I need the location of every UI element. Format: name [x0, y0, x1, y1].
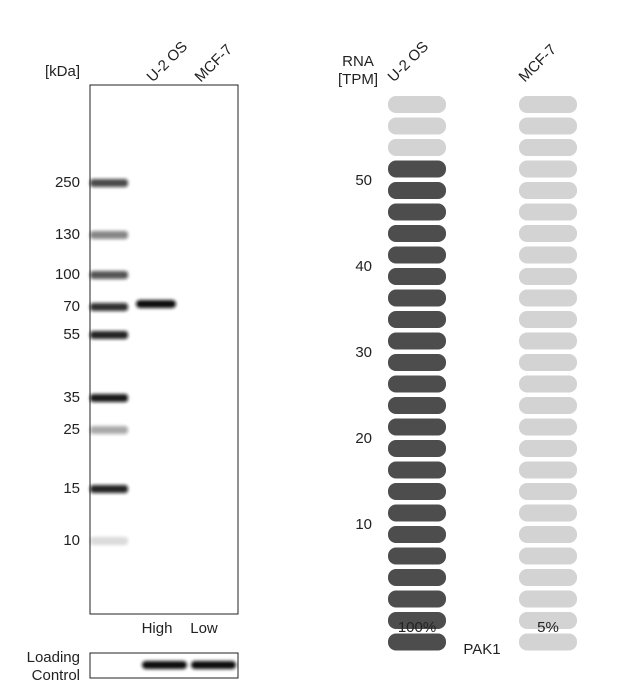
blot-frame: [89, 84, 239, 615]
marker-band: [90, 537, 128, 545]
rna-axis-label: [TPM]: [338, 71, 378, 88]
rna-pill: [519, 633, 577, 651]
gene-label: PAK1: [463, 641, 500, 658]
sample-band: [136, 300, 176, 308]
marker-band: [90, 179, 128, 187]
loading-label: Loading: [27, 649, 80, 666]
rna-pill: [519, 504, 577, 522]
rna-pill: [388, 225, 446, 242]
rna-tick-label: 30: [355, 344, 372, 361]
rna-pill: [388, 139, 446, 156]
marker-label: 15: [63, 480, 80, 497]
rna-pill: [519, 547, 577, 565]
rna-pill: [519, 397, 577, 414]
lane-label: U-2 OS: [144, 38, 191, 85]
rna-pill: [519, 354, 577, 371]
rna-pill: [388, 375, 446, 393]
marker-label: 10: [63, 532, 80, 549]
rna-pill: [388, 547, 446, 565]
rna-pill: [388, 504, 446, 522]
rna-axis-label: RNA: [342, 53, 374, 70]
rna-pill: [519, 203, 577, 221]
rna-pill: [388, 246, 446, 264]
rna-pill: [519, 483, 577, 500]
rna-pill: [388, 354, 446, 371]
rna-pill: [388, 96, 446, 113]
rna-pill: [388, 268, 446, 285]
rna-pill: [519, 375, 577, 393]
marker-label: 130: [55, 226, 80, 243]
rna-pill: [519, 117, 577, 135]
rna-pill: [388, 289, 446, 307]
rna-tick-label: 40: [355, 258, 372, 275]
loading-band: [142, 661, 187, 669]
rna-pill: [388, 418, 446, 436]
level-label: Low: [190, 620, 218, 637]
marker-band: [90, 271, 128, 279]
marker-band: [90, 303, 128, 311]
marker-label: 250: [55, 174, 80, 191]
lane-label: MCF-7: [192, 41, 236, 85]
rna-pill: [388, 203, 446, 221]
rna-pill: [388, 590, 446, 608]
rna-pill: [519, 332, 577, 350]
rna-pill: [519, 461, 577, 479]
rna-tick-label: 20: [355, 430, 372, 447]
rna-pill: [519, 289, 577, 307]
rna-percent: 5%: [537, 619, 559, 636]
rna-pill: [388, 332, 446, 350]
marker-label: 35: [63, 389, 80, 406]
rna-pill: [519, 590, 577, 608]
rna-pill: [388, 569, 446, 586]
rna-pill: [519, 569, 577, 586]
marker-band: [90, 426, 128, 434]
rna-pill: [388, 440, 446, 457]
rna-pill: [519, 246, 577, 264]
rna-pill: [388, 526, 446, 543]
marker-label: 100: [55, 266, 80, 283]
rna-lane-label: MCF-7: [516, 41, 560, 85]
rna-pill: [519, 418, 577, 436]
loading-band: [191, 661, 236, 669]
rna-pill: [519, 311, 577, 328]
rna-pill: [388, 117, 446, 135]
marker-band: [90, 394, 128, 402]
rna-pill: [388, 483, 446, 500]
rna-pill: [519, 160, 577, 178]
rna-pill: [388, 633, 446, 651]
rna-pill: [519, 440, 577, 457]
rna-pill: [388, 461, 446, 479]
marker-label: 70: [63, 298, 80, 315]
marker-band: [90, 231, 128, 239]
rna-pill: [519, 268, 577, 285]
rna-tick-label: 50: [355, 172, 372, 189]
rna-pill: [388, 182, 446, 199]
unit-label: [kDa]: [45, 63, 80, 80]
marker-band: [90, 485, 128, 493]
rna-pill: [519, 526, 577, 543]
rna-percent: 100%: [398, 619, 436, 636]
marker-label: 25: [63, 421, 80, 438]
rna-pill: [388, 311, 446, 328]
level-label: High: [142, 620, 173, 637]
rna-pill: [388, 160, 446, 178]
marker-band: [90, 331, 128, 339]
rna-pill: [519, 96, 577, 113]
rna-pill: [519, 182, 577, 199]
rna-pill: [519, 612, 577, 629]
rna-lane-label: U-2 OS: [385, 38, 432, 85]
rna-pill: [519, 225, 577, 242]
rna-pill: [519, 139, 577, 156]
rna-pill: [388, 612, 446, 629]
loading-label: Control: [32, 667, 80, 683]
rna-tick-label: 10: [355, 516, 372, 533]
marker-label: 55: [63, 326, 80, 343]
rna-pill: [388, 397, 446, 414]
